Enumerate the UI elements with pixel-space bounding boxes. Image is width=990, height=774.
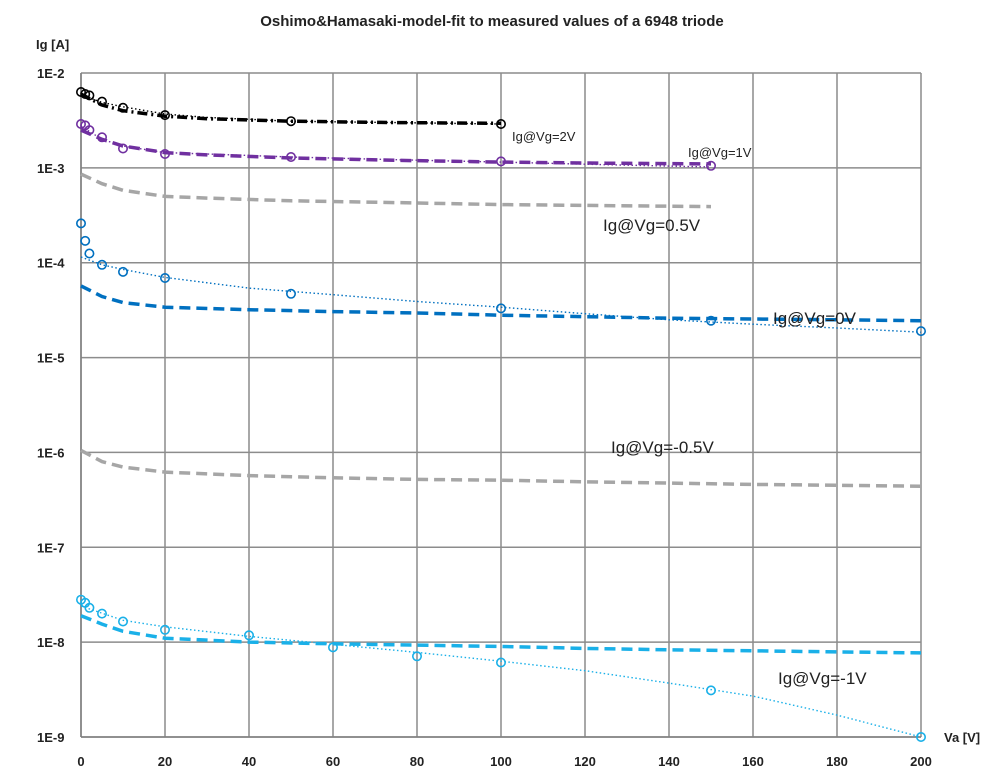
measured-point	[705, 685, 716, 696]
series-ig-vg-1v: Ig@Vg=1V	[76, 119, 752, 171]
measured-point	[495, 119, 506, 130]
measured-point	[97, 132, 108, 143]
series-label: Ig@Vg=-1V	[778, 669, 867, 688]
grid	[80, 72, 922, 738]
y-tick-label: 1E-6	[37, 445, 64, 460]
chart-title: Oshimo&Hamasaki-model-fit to measured va…	[260, 13, 723, 30]
y-tick-label: 1E-4	[37, 256, 65, 271]
series-ig-vg-1v: Ig@Vg=-1V	[76, 594, 926, 742]
trend-line	[80, 605, 922, 738]
measured-point	[160, 110, 171, 121]
series-label: Ig@Vg=0V	[773, 309, 857, 328]
measured-point	[495, 657, 506, 668]
measured-point	[97, 96, 108, 107]
measured-point	[80, 235, 91, 246]
measured-point	[118, 102, 129, 113]
y-axis-label: Ig [A]	[36, 37, 69, 52]
model-line	[80, 92, 502, 126]
x-tick-label: 100	[490, 754, 512, 769]
series-label: Ig@Vg=2V	[512, 129, 576, 144]
measured-point	[84, 125, 95, 136]
measured-point	[160, 624, 171, 635]
measured-point	[97, 608, 108, 619]
x-axis-label: Va [V]	[944, 730, 980, 745]
measured-point	[705, 315, 716, 326]
series-ig-vg-0-5v: Ig@Vg=0.5V	[80, 172, 712, 235]
measured-point	[76, 119, 87, 130]
series-ig-vg-0v: Ig@Vg=0V	[76, 218, 926, 337]
trend-line	[80, 256, 922, 333]
x-tick-label: 60	[326, 754, 340, 769]
y-tick-label: 1E-9	[37, 730, 64, 745]
measured-point	[118, 616, 129, 627]
x-tick-label: 140	[658, 754, 680, 769]
model-line	[80, 614, 922, 655]
measured-point	[160, 149, 171, 160]
measured-point	[495, 156, 506, 167]
model-line	[80, 128, 712, 166]
measured-point	[80, 89, 91, 100]
y-tick-label: 1E-3	[37, 161, 64, 176]
measured-point	[915, 731, 926, 742]
measured-point	[495, 303, 506, 314]
measured-point	[160, 272, 171, 283]
measured-point	[915, 326, 926, 337]
measured-point	[327, 642, 338, 653]
series-label: Ig@Vg=0.5V	[603, 216, 701, 235]
measured-point	[76, 218, 87, 229]
model-line	[80, 172, 712, 209]
measured-point	[84, 90, 95, 101]
series-layer: Ig@Vg=2V Ig@Vg=1V Ig@Vg=0.5V Ig@Vg=0V Ig@Vg=…	[76, 87, 926, 742]
measured-point	[705, 160, 716, 171]
measured-point	[84, 248, 95, 259]
series-label: Ig@Vg=1V	[688, 145, 752, 160]
x-tick-label: 0	[77, 754, 84, 769]
x-tick-label: 160	[742, 754, 764, 769]
x-tick-label: 20	[158, 754, 172, 769]
y-tick-label: 1E-8	[37, 635, 64, 650]
series-ig-vg-2v: Ig@Vg=2V	[76, 87, 576, 144]
axis-ticks: 0 20 40 60 80 100 120 140 160 180 200 1E-2 1E-3 1E-4 1…	[37, 66, 932, 769]
y-tick-label: 1E-5	[37, 351, 64, 366]
series-label: Ig@Vg=-0.5V	[611, 438, 714, 457]
x-tick-label: 40	[242, 754, 256, 769]
x-tick-label: 180	[826, 754, 848, 769]
x-tick-label: 120	[574, 754, 596, 769]
measured-point	[285, 152, 296, 163]
x-tick-label: 80	[410, 754, 424, 769]
y-tick-label: 1E-2	[37, 66, 64, 81]
y-tick-label: 1E-7	[37, 540, 64, 555]
measured-point	[285, 288, 296, 299]
measured-point	[118, 266, 129, 277]
measured-point	[285, 116, 296, 127]
measured-point	[118, 143, 129, 154]
x-tick-label: 200	[910, 754, 932, 769]
measured-point	[97, 259, 108, 270]
measured-point	[84, 602, 95, 613]
series-ig-vg-0-5v: Ig@Vg=-0.5V	[80, 438, 922, 488]
measured-point	[244, 630, 255, 641]
measured-point	[411, 651, 422, 662]
